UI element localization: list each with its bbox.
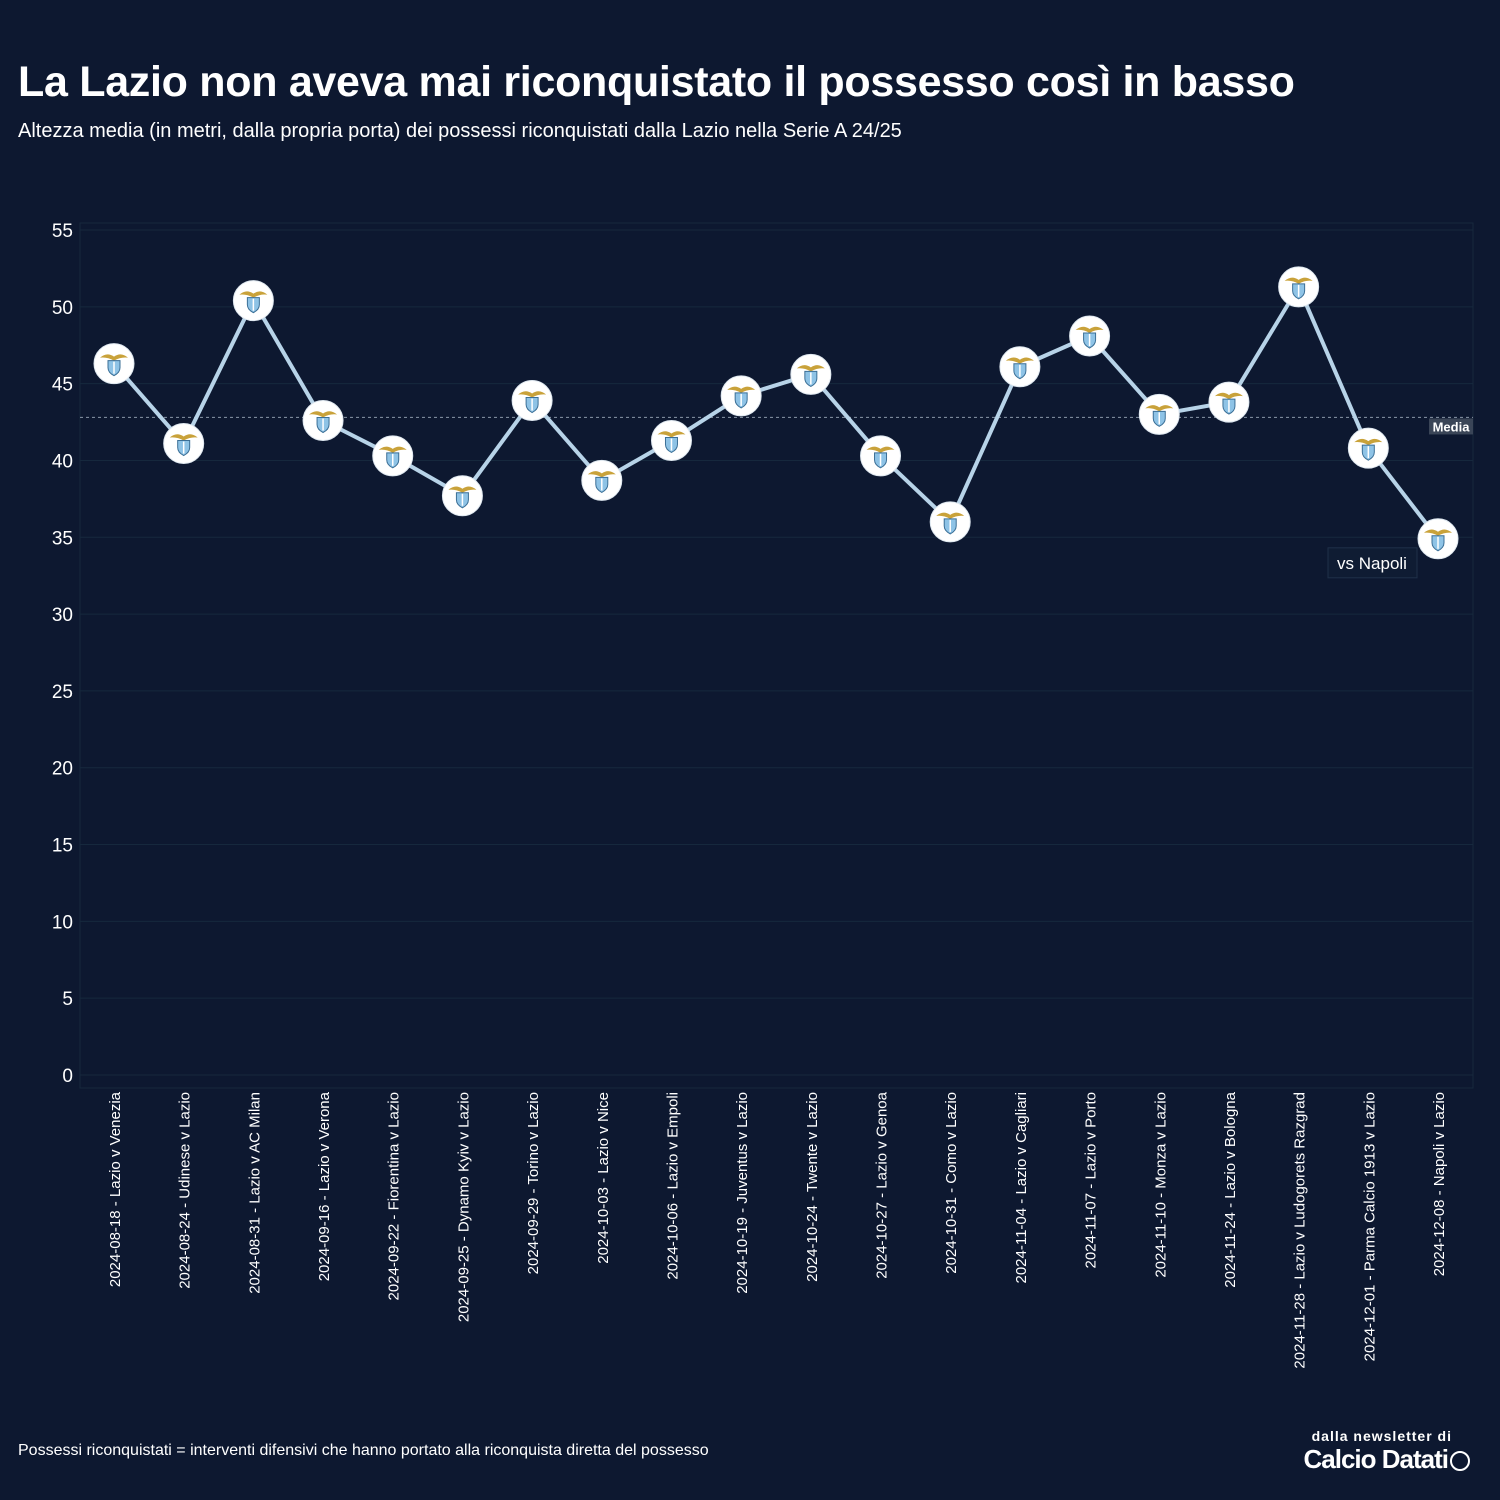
x-tick-label: 2024-11-28 - Lazio v Ludogorets Razgrad (1292, 1092, 1309, 1369)
data-point (1417, 518, 1459, 560)
data-point (1208, 381, 1250, 423)
plot-area (79, 222, 1474, 1089)
chart-subtitle: Altezza media (in metri, dalla propria p… (18, 120, 902, 142)
eagle-icon (1145, 405, 1174, 412)
x-tick-label: 2024-12-08 - Napoli v Lazio (1431, 1092, 1448, 1276)
data-point (511, 380, 553, 422)
data-point (1138, 393, 1180, 435)
x-tick-label: 2024-12-01 - Parma Calcio 1913 v Lazio (1361, 1092, 1378, 1361)
x-tick-label: 2024-10-06 - Lazio v Empoli (664, 1092, 681, 1280)
data-point (163, 423, 205, 465)
x-tick-label: 2024-10-03 - Lazio v Nice (595, 1092, 612, 1264)
data-point (372, 435, 414, 477)
eagle-icon (587, 471, 616, 478)
data-point (1069, 315, 1111, 357)
eagle-icon (866, 446, 895, 453)
x-tick-label: 2024-11-10 - Monza v Lazio (1152, 1092, 1169, 1278)
x-tick-label: 2024-10-27 - Lazio v Genoa (874, 1091, 891, 1278)
x-tick-label: 2024-11-24 - Lazio v Bologna (1222, 1091, 1239, 1287)
y-tick-label: 10 (52, 912, 73, 933)
eagle-icon (796, 365, 825, 372)
data-point (232, 280, 274, 322)
y-tick-label: 0 (62, 1066, 73, 1087)
eagle-icon (727, 386, 756, 393)
annotation-box (1327, 547, 1418, 579)
y-tick-label: 20 (52, 759, 73, 780)
x-tick-label: 2024-09-25 - Dynamo Kyiv v Lazio (455, 1092, 472, 1322)
y-tick-label: 35 (52, 528, 73, 549)
annotation-label: vs Napoli (1337, 554, 1407, 573)
x-tick-label: 2024-09-22 - Fiorentina v Lazio (386, 1092, 403, 1300)
eagle-icon (1005, 357, 1034, 364)
y-tick-label: 30 (52, 605, 73, 626)
data-point (860, 435, 902, 477)
data-point (93, 343, 135, 385)
y-tick-label: 5 (62, 989, 73, 1010)
eagle-icon (169, 434, 198, 441)
eagle-icon (378, 446, 407, 453)
y-tick-label: 25 (52, 682, 73, 703)
eagle-icon (657, 431, 686, 438)
x-tick-label: 2024-10-19 - Juventus v Lazio (734, 1092, 751, 1294)
eagle-icon (309, 411, 338, 418)
data-point (581, 459, 623, 501)
data-point (302, 400, 344, 442)
eagle-icon (1424, 529, 1452, 536)
eagle-icon (100, 354, 128, 361)
eagle-icon (1214, 392, 1243, 400)
y-tick-label: 55 (52, 221, 73, 242)
eagle-icon (1075, 326, 1104, 334)
eagle-icon (936, 512, 965, 519)
x-tick-label: 2024-11-07 - Lazio v Porto (1083, 1092, 1100, 1269)
y-tick-label: 15 (52, 836, 73, 857)
eagle-icon (1354, 438, 1383, 446)
eagle-icon (239, 291, 268, 298)
data-point (720, 375, 762, 417)
x-tick-label: 2024-10-31 - Como v Lazio (943, 1092, 960, 1274)
x-tick-label: 2024-08-24 - Udinese v Lazio (177, 1092, 194, 1289)
x-tick-label: 2024-09-29 - Torino v Lazio (525, 1092, 542, 1274)
data-point (1347, 427, 1389, 469)
chart-title: La Lazio non aveva mai riconquistato il … (18, 58, 1295, 106)
brand-name: Calcio Datati (1303, 1444, 1449, 1474)
x-tick-label: 2024-09-16 - Lazio v Verona (316, 1091, 333, 1281)
y-tick-label: 45 (52, 375, 73, 396)
eagle-icon (448, 486, 477, 493)
data-point (999, 346, 1041, 388)
x-tick-label: 2024-08-18 - Lazio v Venezia (107, 1091, 124, 1287)
x-tick-label: 2024-10-24 - Twente v Lazio (804, 1092, 821, 1282)
x-tick-label: 2024-08-31 - Lazio v AC Milan (246, 1092, 263, 1294)
data-point (1278, 266, 1320, 308)
y-tick-label: 40 (52, 451, 73, 472)
data-point (929, 501, 971, 543)
data-point (790, 353, 832, 395)
mean-label-bg (1429, 418, 1473, 435)
eagle-icon (1284, 277, 1313, 284)
ball-icon (1450, 1451, 1470, 1472)
mean-label: Media (1433, 419, 1471, 434)
data-point (441, 475, 483, 517)
x-tick-label: 2024-11-04 - Lazio v Cagliari (1013, 1092, 1030, 1284)
brand-tagline: dalla newsletter di (1311, 1428, 1452, 1444)
brand-logo: Calcio Datati (1303, 1444, 1470, 1475)
footer-note: Possessi riconquistati = interventi dife… (18, 1442, 709, 1459)
eagle-icon (518, 391, 547, 398)
y-tick-label: 50 (52, 298, 73, 319)
data-point (650, 419, 692, 461)
